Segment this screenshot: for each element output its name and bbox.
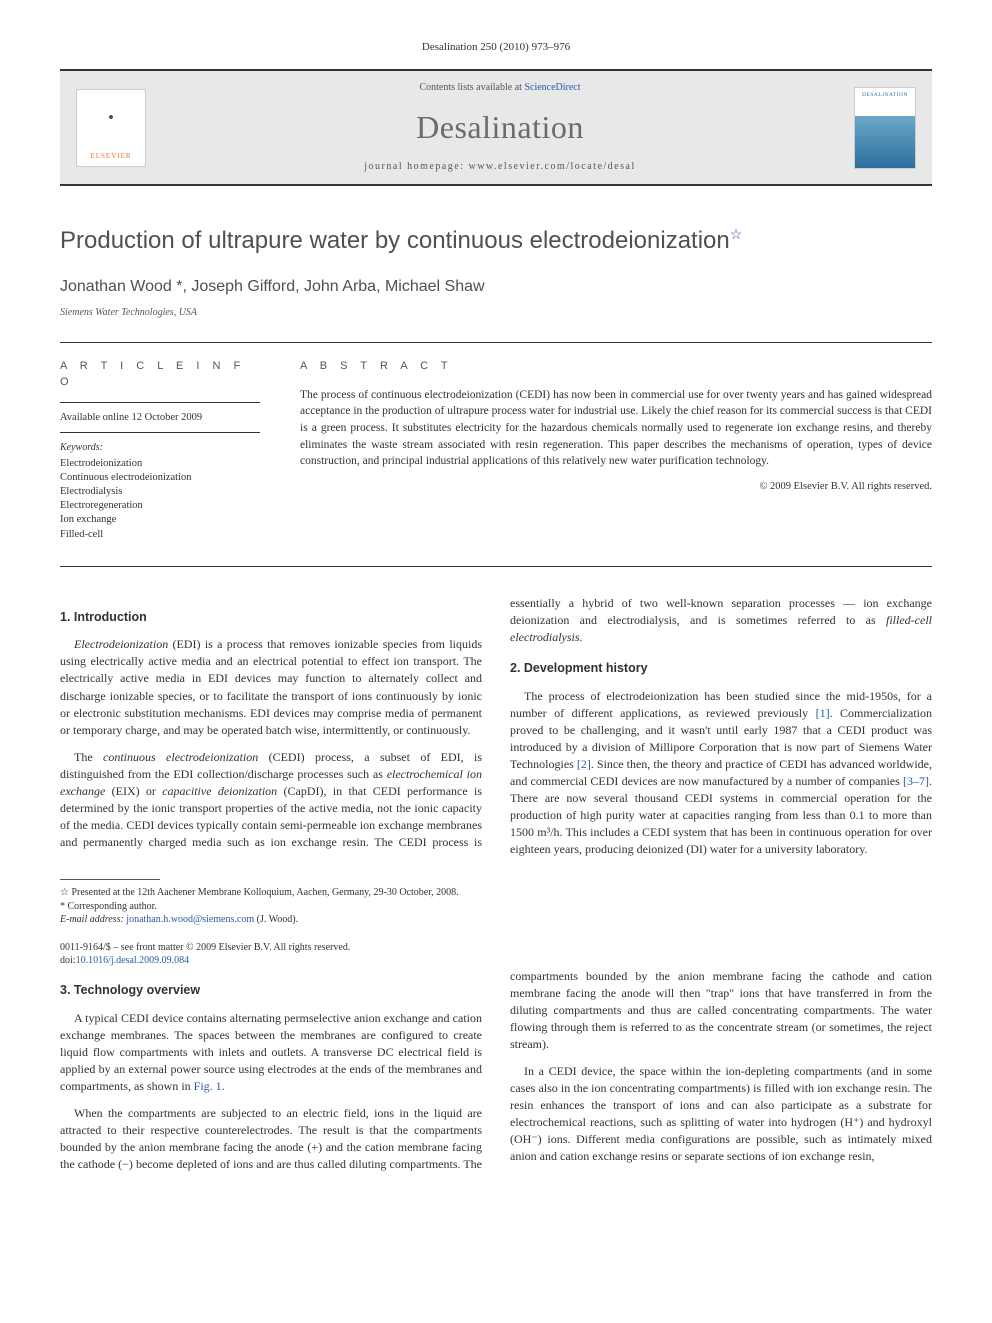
s1p2i: . (580, 630, 583, 644)
email-suffix: (J. Wood). (254, 914, 298, 925)
article-title-text: Production of ultrapure water by continu… (60, 227, 730, 254)
journal-title: Desalination (162, 105, 838, 150)
s3p1c: . (222, 1079, 225, 1093)
rule-bottom (60, 566, 932, 567)
contents-prefix: Contents lists available at (419, 82, 524, 93)
email-label: E-mail address: (60, 914, 126, 925)
info-rule-1 (60, 402, 260, 403)
article-info-heading: A R T I C L E I N F O (60, 359, 260, 390)
journal-reference: Desalination 250 (2010) 973–976 (60, 40, 932, 55)
section-2-p1: The process of electrodeionization has b… (510, 688, 932, 858)
section-3-p3: In a CEDI device, the space within the i… (510, 1063, 932, 1165)
abstract-heading: A B S T R A C T (300, 359, 932, 374)
footnote-corresponding: * Corresponding author. (60, 900, 932, 914)
footnotes-block: ☆ Presented at the 12th Aachener Membran… (60, 859, 932, 927)
homepage-url[interactable]: www.elsevier.com/locate/desal (468, 161, 635, 172)
keywords-list: Electrodeionization Continuous electrode… (60, 457, 260, 542)
ref-2-link[interactable]: [2] (577, 757, 591, 771)
article-title: Production of ultrapure water by continu… (60, 224, 932, 258)
term-capdi: capacitive deionization (162, 784, 277, 798)
elsevier-logo: ELSEVIER (76, 89, 146, 167)
info-rule-2 (60, 432, 260, 433)
s1p2e: (EIX) or (105, 784, 162, 798)
section-3-p1: A typical CEDI device contains alternati… (60, 1010, 482, 1095)
term-edi: Electrodeionization (74, 637, 168, 651)
elsevier-tree-icon (91, 102, 131, 152)
author-affiliation: Siemens Water Technologies, USA (60, 306, 932, 320)
abstract-text: The process of continuous electrodeioniz… (300, 387, 932, 470)
s3p1a: A typical CEDI device contains alternati… (60, 1011, 482, 1093)
contents-available-line: Contents lists available at ScienceDirec… (162, 81, 838, 95)
section-2-heading: 2. Development history (510, 660, 932, 678)
homepage-prefix: journal homepage: (364, 161, 468, 172)
term-cedi: continuous electrodeionization (103, 750, 258, 764)
available-online-line: Available online 12 October 2009 (60, 411, 260, 426)
footnote-star-icon[interactable]: ☆ (730, 226, 743, 242)
author-list: Jonathan Wood *, Joseph Gifford, John Ar… (60, 276, 932, 298)
ref-1-link[interactable]: [1] (816, 706, 830, 720)
journal-cover-thumbnail (854, 87, 916, 169)
keywords-label: Keywords: (60, 441, 260, 455)
journal-header-band: ELSEVIER Contents lists available at Sci… (60, 69, 932, 186)
abstract-copyright: © 2009 Elsevier B.V. All rights reserved… (300, 480, 932, 495)
fig-1-link[interactable]: Fig. 1 (194, 1079, 222, 1093)
article-info-block: A R T I C L E I N F O Available online 1… (60, 359, 260, 542)
email-link[interactable]: jonathan.h.wood@siemens.com (126, 914, 254, 925)
elsevier-label: ELSEVIER (90, 152, 131, 162)
sciencedirect-link[interactable]: ScienceDirect (524, 82, 580, 93)
footnote-presentation: ☆ Presented at the 12th Aachener Membran… (60, 886, 932, 900)
doi-label: doi: (60, 955, 76, 966)
ref-3-7-link[interactable]: [3–7] (903, 774, 929, 788)
bottom-copyright-block: 0011-9164/$ – see front matter © 2009 El… (60, 941, 932, 968)
doi-link[interactable]: 10.1016/j.desal.2009.09.084 (76, 955, 190, 966)
section-1-p1-rest: (EDI) is a process that removes ionizabl… (60, 637, 482, 736)
section-1-p1: Electrodeionization (EDI) is a process t… (60, 636, 482, 738)
section-3-heading: 3. Technology overview (60, 982, 482, 1000)
rule-top (60, 342, 932, 343)
front-matter-line: 0011-9164/$ – see front matter © 2009 El… (60, 941, 932, 955)
body-columns: 1. Introduction Electrodeionization (EDI… (60, 595, 932, 1174)
footnote-separator (60, 879, 160, 880)
abstract-block: A B S T R A C T The process of continuou… (300, 359, 932, 542)
journal-homepage-line: journal homepage: www.elsevier.com/locat… (162, 160, 838, 174)
footnote-email: E-mail address: jonathan.h.wood@siemens.… (60, 913, 932, 927)
s1p2a: The (74, 750, 103, 764)
doi-line: doi:10.1016/j.desal.2009.09.084 (60, 954, 932, 968)
section-1-heading: 1. Introduction (60, 609, 482, 627)
